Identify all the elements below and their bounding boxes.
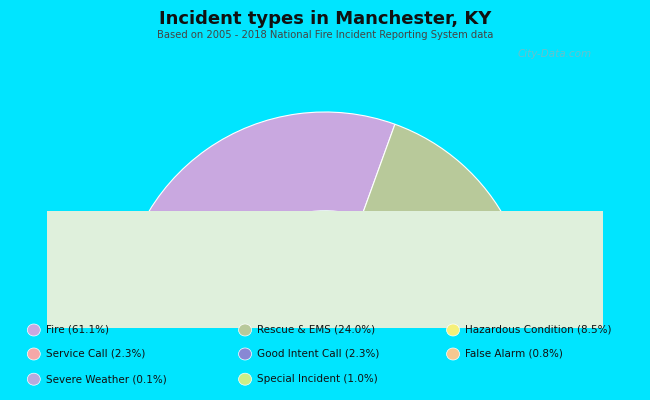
Text: Incident types in Manchester, KY: Incident types in Manchester, KY [159, 10, 491, 28]
Text: Fire (61.1%): Fire (61.1%) [46, 325, 109, 335]
Text: Based on 2005 - 2018 National Fire Incident Reporting System data: Based on 2005 - 2018 National Fire Incid… [157, 30, 493, 40]
Text: Service Call (2.3%): Service Call (2.3%) [46, 349, 145, 359]
Text: City-Data.com: City-Data.com [517, 49, 592, 59]
Circle shape [218, 211, 432, 400]
Wedge shape [432, 306, 530, 315]
Text: False Alarm (0.8%): False Alarm (0.8%) [465, 349, 563, 359]
Text: Rescue & EMS (24.0%): Rescue & EMS (24.0%) [257, 325, 375, 335]
Text: Good Intent Call (2.3%): Good Intent Call (2.3%) [257, 349, 379, 359]
Text: Severe Weather (0.1%): Severe Weather (0.1%) [46, 374, 166, 384]
Wedge shape [361, 124, 508, 269]
Bar [47, 316, 603, 348]
Wedge shape [431, 291, 530, 311]
Wedge shape [432, 312, 530, 317]
Wedge shape [432, 317, 530, 318]
Wedge shape [120, 112, 395, 318]
Text: Special Incident (1.0%): Special Incident (1.0%) [257, 374, 378, 384]
Wedge shape [421, 224, 526, 296]
Text: Hazardous Condition (8.5%): Hazardous Condition (8.5%) [465, 325, 611, 335]
Wedge shape [430, 276, 529, 304]
Bar [47, 211, 603, 348]
